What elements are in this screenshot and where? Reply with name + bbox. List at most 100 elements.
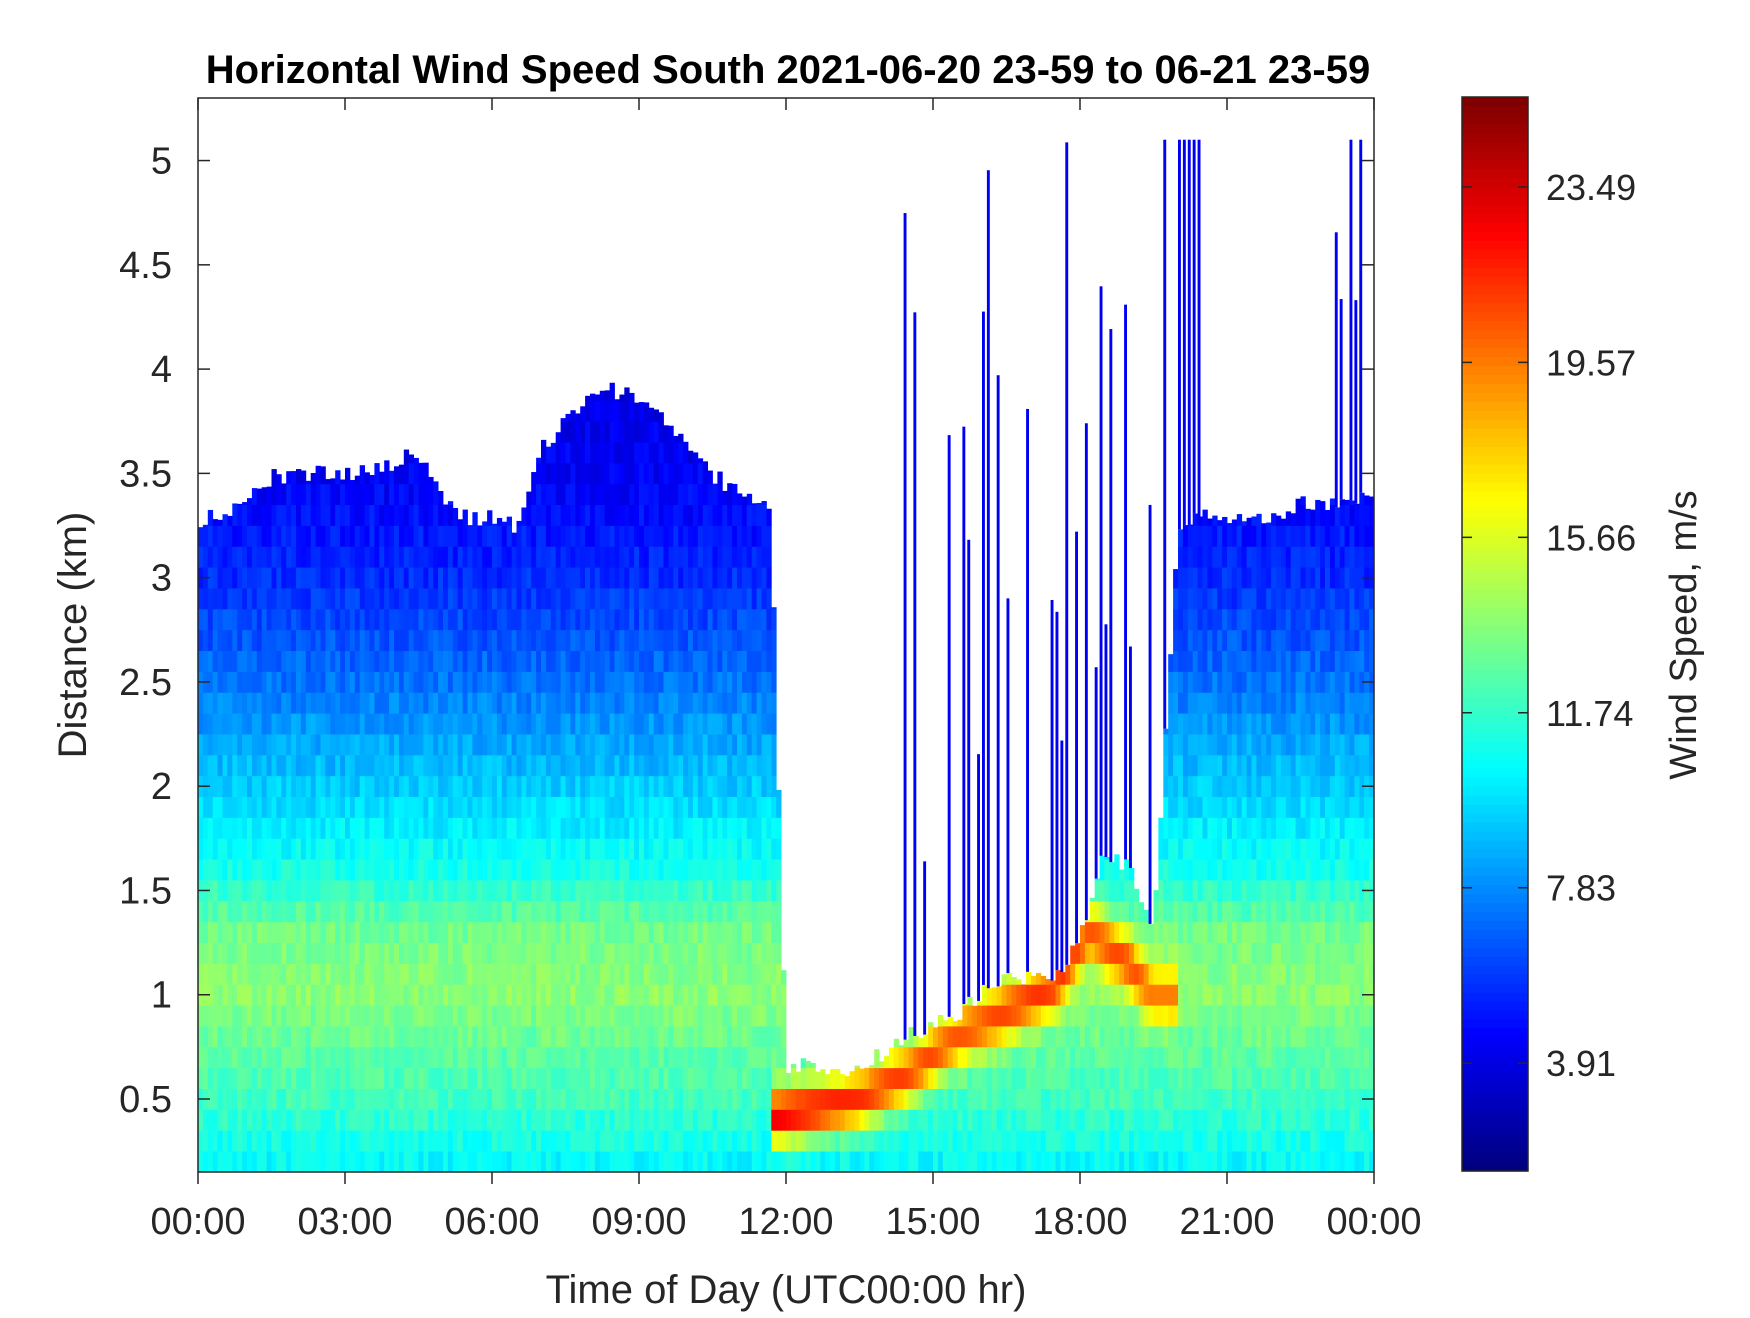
heatmap-cell — [1173, 817, 1178, 838]
heatmap-cell — [1056, 1047, 1061, 1068]
heatmap-cell — [286, 817, 291, 838]
heatmap-cell — [321, 1026, 326, 1047]
heatmap-cell — [1139, 1047, 1144, 1068]
heatmap-cell — [722, 963, 727, 984]
heatmap-cell — [580, 776, 585, 797]
heatmap-cell — [487, 817, 492, 838]
heatmap-cell — [1046, 1130, 1051, 1151]
heatmap-cell — [448, 776, 453, 797]
heatmap-cell — [453, 859, 458, 880]
heatmap-cell — [394, 466, 399, 484]
heatmap-cell — [443, 588, 448, 609]
heatmap-cell — [433, 838, 438, 859]
heatmap-cell — [409, 1151, 414, 1172]
heatmap-cell — [316, 734, 321, 755]
heatmap-cell — [879, 1089, 884, 1110]
heatmap-cell — [639, 526, 644, 547]
heatmap-cell — [531, 567, 536, 588]
heatmap-cell — [306, 546, 311, 567]
heatmap-cell — [918, 1068, 923, 1089]
heatmap-cell — [590, 963, 595, 984]
heatmap-cell — [869, 1068, 874, 1089]
heatmap-cell — [649, 755, 654, 776]
heatmap-cell — [938, 1109, 943, 1130]
heatmap-cell — [590, 797, 595, 818]
heatmap-cell — [610, 588, 615, 609]
heatmap-cell — [713, 963, 718, 984]
heatmap-cell — [727, 817, 732, 838]
heatmap-cell — [967, 1151, 972, 1172]
heatmap-cell — [203, 546, 208, 567]
heatmap-cell — [355, 1130, 360, 1151]
heatmap-cell — [747, 713, 752, 734]
heatmap-cell — [325, 838, 330, 859]
heatmap-cell — [242, 588, 247, 609]
heatmap-cell — [693, 505, 698, 526]
heatmap-cell — [982, 1005, 987, 1026]
heatmap-cell — [472, 651, 477, 672]
heatmap-cell — [512, 901, 517, 922]
heatmap-cell — [766, 567, 771, 588]
heatmap-cell — [345, 943, 350, 964]
heatmap-cell — [972, 1006, 977, 1027]
heatmap-cell — [962, 1005, 967, 1026]
heatmap-cell — [1139, 1130, 1144, 1151]
heatmap-cell — [1095, 963, 1100, 984]
heatmap-cell — [521, 1068, 526, 1089]
heatmap-cell — [443, 1089, 448, 1110]
heatmap-cell — [703, 672, 708, 693]
heatmap-cell — [668, 1026, 673, 1047]
heatmap-cell — [659, 412, 664, 421]
heatmap-cell — [482, 922, 487, 943]
heatmap-cell — [717, 797, 722, 818]
heatmap-cell — [438, 922, 443, 943]
heatmap-cell — [257, 797, 262, 818]
heatmap-cell — [703, 1089, 708, 1110]
heatmap-cell — [291, 880, 296, 901]
heatmap-cell — [678, 692, 683, 713]
heatmap-cell — [673, 1005, 678, 1026]
heatmap-cell — [1163, 984, 1168, 1005]
heatmap-cell — [247, 943, 252, 964]
heatmap-cell — [1031, 1151, 1036, 1172]
heatmap-cell — [664, 1026, 669, 1047]
heatmap-cell — [311, 880, 316, 901]
heatmap-cell — [213, 817, 218, 838]
heatmap-cell — [649, 421, 654, 442]
heatmap-cell — [737, 1151, 742, 1172]
heatmap-cell — [306, 481, 311, 484]
heatmap-cell — [321, 466, 326, 484]
heatmap-cell — [1105, 859, 1110, 880]
heatmap-cell — [507, 713, 512, 734]
heatmap-cell — [399, 692, 404, 713]
heatmap-cell — [316, 1130, 321, 1151]
heatmap-cell — [678, 797, 683, 818]
heatmap-cell — [296, 943, 301, 964]
heatmap-cell — [600, 1005, 605, 1026]
heatmap-cell — [556, 442, 561, 463]
heatmap-cell — [531, 472, 536, 484]
heatmap-cell — [1173, 588, 1178, 609]
heatmap-cell — [316, 1047, 321, 1068]
heatmap-cell — [321, 1151, 326, 1172]
heatmap-cell — [276, 651, 281, 672]
heatmap-cell — [717, 817, 722, 838]
heatmap-cell — [629, 734, 634, 755]
heatmap-cell — [713, 713, 718, 734]
heatmap-cell — [203, 963, 208, 984]
heatmap-cell — [742, 672, 747, 693]
heatmap-cell — [291, 1109, 296, 1130]
heatmap-cell — [379, 567, 384, 588]
heatmap-cell — [531, 484, 536, 505]
heatmap-cell — [1124, 943, 1129, 964]
heatmap-cell — [546, 484, 551, 505]
heatmap-cell — [340, 526, 345, 547]
heatmap-cell — [673, 463, 678, 484]
heatmap-cell — [668, 901, 673, 922]
heatmap-cell — [619, 484, 624, 505]
heatmap-cell — [1114, 901, 1119, 922]
heatmap-cell — [1065, 1089, 1070, 1110]
heatmap-cell — [585, 1151, 590, 1172]
heatmap-cell — [1124, 880, 1129, 901]
heatmap-cell — [443, 776, 448, 797]
